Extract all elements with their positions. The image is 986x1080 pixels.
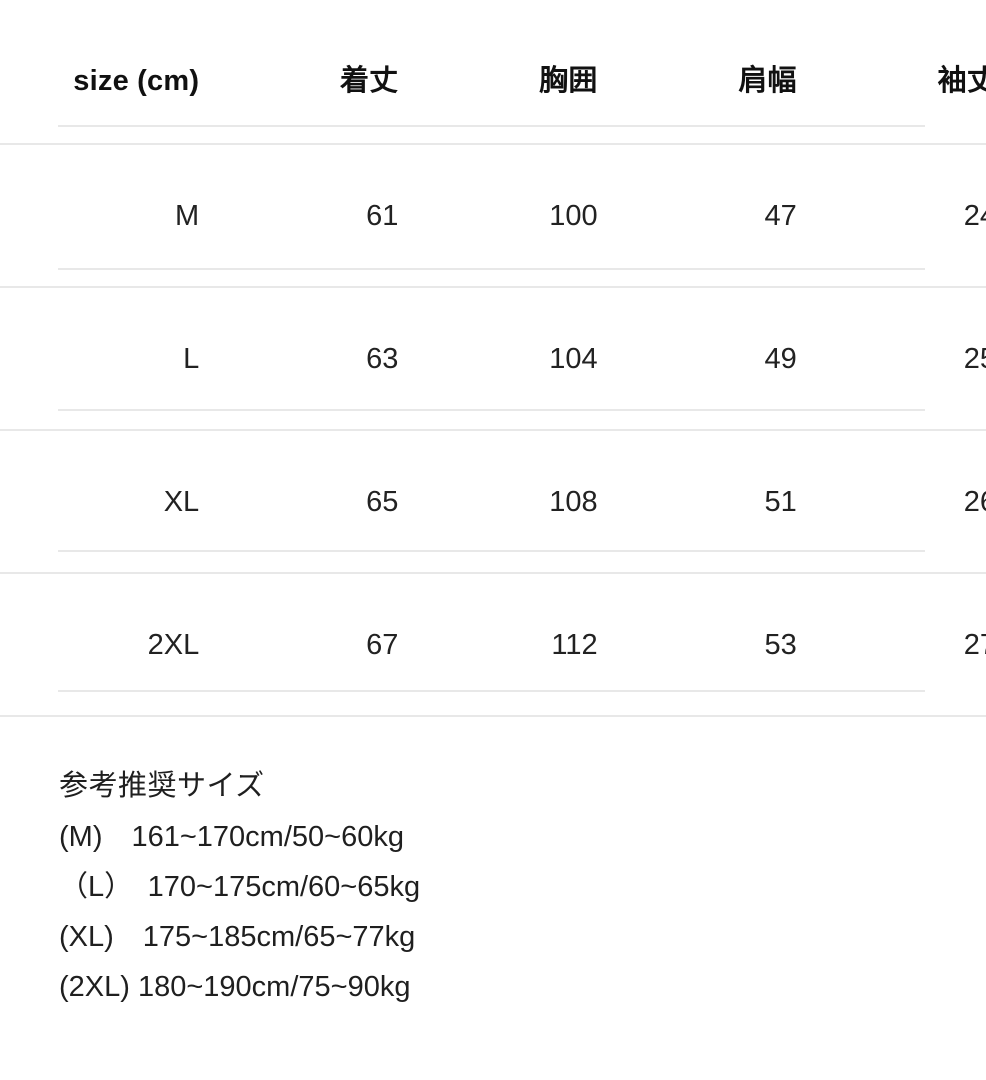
note-line-xl: (XL) 175~185cm/65~77kg	[59, 921, 416, 953]
size-table-head: size (cm) 着丈 胸囲 肩幅 袖丈	[0, 0, 986, 144]
cell-sleeve-length: 27	[805, 572, 986, 717]
size-table-container: size (cm) 着丈 胸囲 肩幅 袖丈 M 61 100 47 24 L 6	[0, 0, 986, 717]
notes-title: 参考推奨サイズ	[59, 770, 265, 802]
table-row: L 63 104 49 25	[0, 286, 986, 430]
table-row: XL 65 108 51 26	[0, 429, 986, 573]
column-header-size: size (cm)	[73, 64, 200, 97]
cell-sleeve-length: 26	[805, 429, 986, 573]
size-table: size (cm) 着丈 胸囲 肩幅 袖丈 M 61 100 47 24 L 6	[0, 0, 986, 717]
table-divider	[58, 125, 925, 127]
note-line-2xl: (2XL) 180~190cm/75~90kg	[59, 971, 411, 1003]
cell-size: XL	[0, 429, 209, 573]
cell-sleeve-length: 24	[805, 143, 986, 287]
table-divider	[58, 690, 925, 692]
note-line-l: （L） 170~175cm/60~65kg	[59, 871, 421, 903]
cell-size: M	[0, 143, 209, 287]
table-divider	[58, 268, 925, 270]
column-header-sleeve-length: 袖丈	[937, 64, 986, 97]
column-header-shoulder-width: 肩幅	[738, 64, 797, 97]
note-line-m: (M) 161~170cm/50~60kg	[59, 821, 404, 853]
cell-size: 2XL	[0, 572, 209, 717]
cell-chest: 108	[407, 429, 607, 573]
cell-sleeve-length: 25	[805, 286, 986, 430]
column-header-chest: 胸囲	[539, 64, 598, 97]
cell-shoulder-width: 53	[606, 572, 806, 717]
cell-shoulder-width: 49	[606, 286, 806, 430]
table-header-row: size (cm) 着丈 胸囲 肩幅 袖丈	[0, 0, 986, 144]
table-row: M 61 100 47 24	[0, 143, 986, 287]
table-divider	[58, 550, 925, 552]
cell-body-length: 67	[208, 572, 408, 717]
cell-shoulder-width: 51	[606, 429, 806, 573]
cell-body-length: 65	[208, 429, 408, 573]
cell-shoulder-width: 47	[606, 143, 806, 287]
cell-size: L	[0, 286, 209, 430]
cell-chest: 100	[407, 143, 607, 287]
cell-body-length: 63	[208, 286, 408, 430]
table-divider	[58, 409, 925, 411]
cell-body-length: 61	[208, 143, 408, 287]
recommended-size-notes: 参考推奨サイズ (M) 161~170cm/50~60kg （L） 170~17…	[59, 760, 939, 1012]
size-table-body: M 61 100 47 24 L 63 104 49 25 XL 65 108	[0, 143, 986, 717]
column-header-body-length: 着丈	[339, 64, 399, 97]
cell-chest: 104	[407, 286, 607, 430]
table-row: 2XL 67 112 53 27	[0, 572, 986, 717]
cell-chest: 112	[407, 572, 607, 717]
